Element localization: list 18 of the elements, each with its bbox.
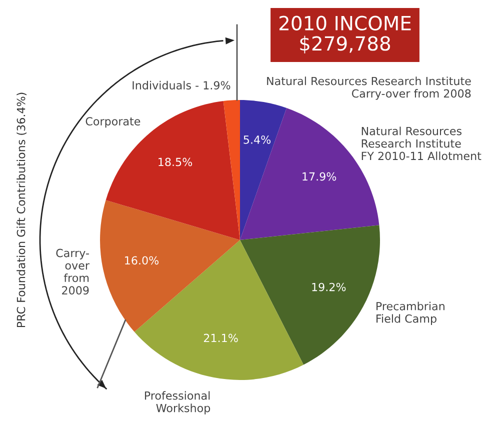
slice-label: Corporate (86, 117, 140, 128)
chart-title: 2010 INCOME $279,788 (279, 16, 411, 54)
pie-slice (223, 100, 240, 240)
pie-slice (240, 100, 287, 240)
data-label: 16.0% (125, 256, 159, 265)
slice-label: Individuals - 1.9% (132, 80, 230, 90)
slice-label: Natural Resources Research Institute Carry-over from 2008 (267, 76, 471, 100)
slice-label: Carry- over from 2009 (56, 248, 90, 295)
data-label: 5.4% (244, 135, 271, 144)
data-label: 21.1% (204, 334, 238, 342)
data-label: 17.9% (302, 172, 336, 181)
slice-label: Precambrian Field Camp (376, 302, 444, 325)
pie-slice (100, 200, 240, 332)
text: PRC Foundation Gift Contributions (36.4%) (16, 92, 27, 328)
data-label: 18.5% (158, 158, 192, 166)
slice-label: Professional Workshop (144, 391, 210, 414)
data-label: 19.2% (312, 282, 346, 292)
slice-label: Natural Resources Research Institute FY 2010-11 Allotment (362, 126, 482, 160)
